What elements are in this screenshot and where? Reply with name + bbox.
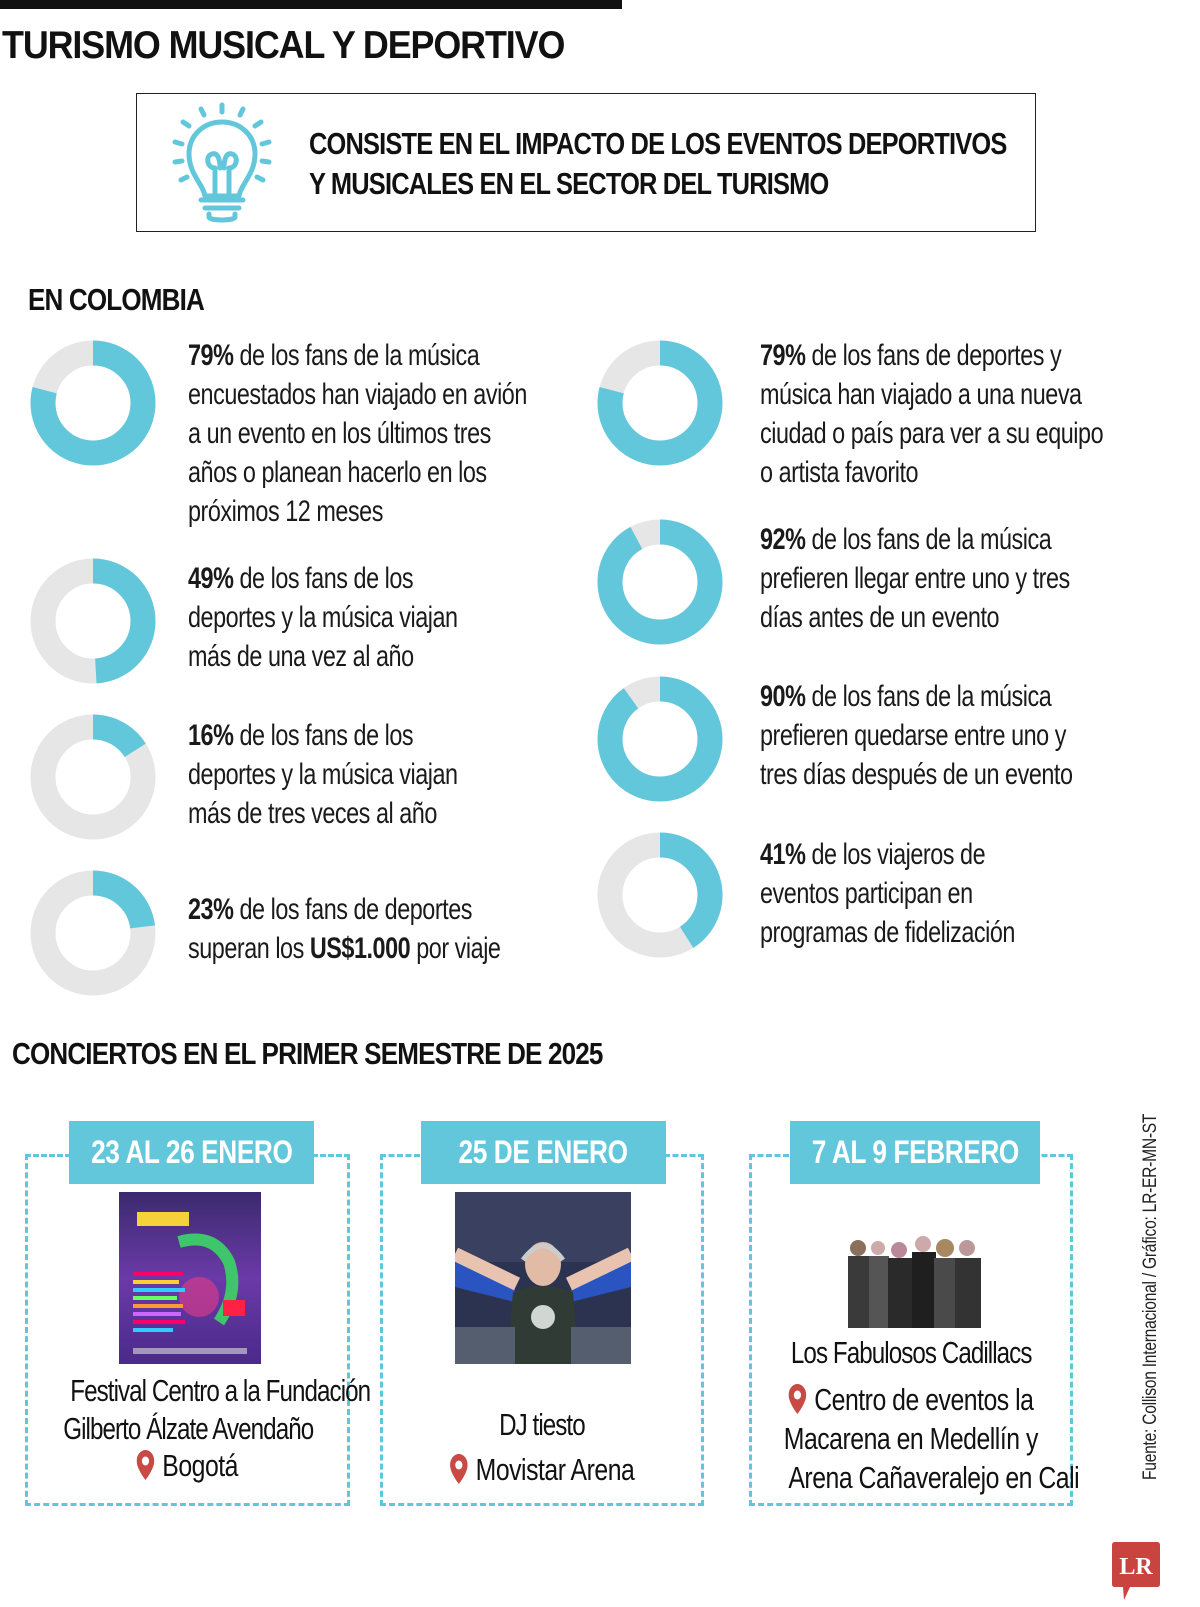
top-rule [0, 0, 622, 9]
concert-location: Bogotá [28, 1446, 347, 1485]
definition-line-1: CONSISTE EN EL IMPACTO DE LOS EVENTOS DE… [309, 126, 1007, 161]
section-title-colombia: EN COLOMBIA [28, 282, 205, 317]
location-pin-icon [788, 1384, 807, 1414]
section-title-concerts: CONCIERTOS EN EL PRIMER SEMESTRE DE 2025 [12, 1036, 603, 1071]
festival-poster-image [119, 1192, 261, 1364]
donut-chart [597, 340, 723, 466]
stat-text: 79% de los fans de la música encuestados… [188, 339, 527, 528]
donut-chart [597, 676, 723, 802]
location-pin-icon [449, 1454, 468, 1484]
page-title: TURISMO MUSICAL Y DEPORTIVO [2, 24, 565, 67]
donut-chart [30, 558, 156, 684]
stat-text: 49% de los fans de los deportes y la mús… [188, 562, 458, 673]
concert-location: Movistar Arena [383, 1450, 701, 1489]
concert-card: 7 AL 9 FEBRERO Los Fabulosos Cadillacs C… [749, 1121, 1080, 1506]
donut-chart [30, 340, 156, 466]
stat-percent: 92% [760, 523, 806, 556]
definition-text: CONSISTE EN EL IMPACTO DE LOS EVENTOS DE… [309, 124, 1007, 204]
stat-text: 90% de los fans de la música prefieren q… [760, 680, 1073, 791]
donut-chart [30, 870, 156, 996]
stat-percent: 16% [188, 719, 234, 752]
definition-line-2: Y MUSICALES EN EL SECTOR DEL TURISMO [309, 166, 829, 201]
lightbulb-icon [172, 102, 272, 223]
source-credit: Fuente: Collison Internacional / Gráfico… [1140, 1113, 1161, 1480]
concert-location: Centro de eventos la Macarena en Medellí… [783, 1382, 1080, 1495]
concert-card: 23 AL 26 ENERO Festival Centro a la Fund… [25, 1121, 371, 1506]
stat-percent: 79% [188, 339, 234, 372]
stat-percent: 49% [188, 562, 234, 595]
donut-chart [30, 714, 156, 840]
date-badge: 7 AL 9 FEBRERO [790, 1121, 1040, 1184]
stat-text: 41% de los viajeros de eventos participa… [760, 838, 1015, 949]
stat-percent: 79% [760, 339, 806, 372]
date-badge: 25 DE ENERO [421, 1121, 666, 1184]
svg-text:LR: LR [1119, 1554, 1153, 1580]
concert-name: Los Fabulosos Cadillacs [790, 1335, 1032, 1370]
stat-percent: 41% [760, 838, 806, 871]
stat-text: 79% de los fans de deportes y música han… [760, 339, 1104, 489]
stat-percent: 23% [188, 893, 234, 926]
stat-text: 23% de los fans de deportes superan los … [188, 893, 501, 965]
definition-box: CONSISTE EN EL IMPACTO DE LOS EVENTOS DE… [136, 93, 1036, 232]
stat-percent: 90% [760, 680, 806, 713]
amount-highlight: US$1.000 [309, 932, 411, 965]
concert-name: Festival Centro a la Fundación Gilberto … [63, 1373, 371, 1446]
location-pin-icon [136, 1450, 155, 1480]
stat-text: 92% de los fans de la música prefieren l… [760, 523, 1070, 634]
donut-chart [597, 519, 723, 645]
date-badge: 23 AL 26 ENERO [69, 1121, 314, 1184]
donut-chart [597, 832, 723, 958]
lr-logo-icon: LR [1112, 1542, 1160, 1600]
stat-text: 16% de los fans de los deportes y la mús… [188, 719, 458, 830]
concert-name: DJ tiesto [499, 1407, 586, 1442]
concert-card: 25 DE ENERO DJ tiesto Movistar Arena [380, 1121, 704, 1506]
dj-photo-image [455, 1192, 631, 1364]
band-photo-image [848, 1236, 981, 1328]
